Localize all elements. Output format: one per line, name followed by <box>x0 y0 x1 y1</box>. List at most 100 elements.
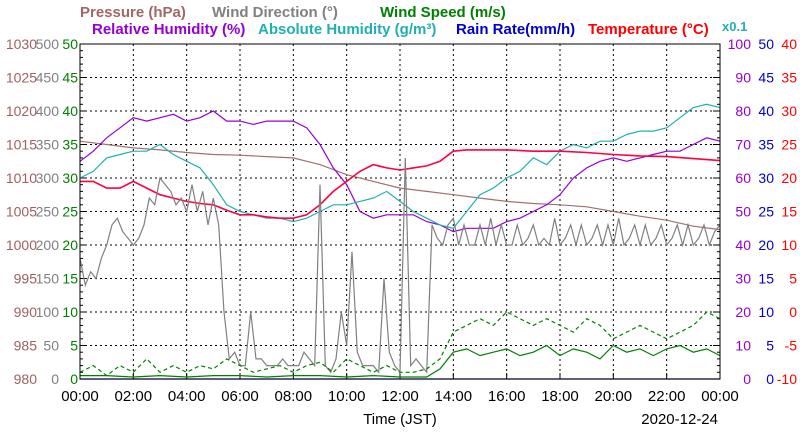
y-tick-label-relative-humidity: 20 <box>735 304 751 320</box>
y-tick-label-rain-rate: 25 <box>758 204 774 220</box>
y-tick-label-rain-rate: 10 <box>758 304 774 320</box>
y-tick-label-rain-rate: 45 <box>758 70 774 86</box>
x-axis-label: Time (JST) <box>363 411 437 428</box>
legend-scale-note: x0.1 <box>722 19 747 34</box>
legend-temperature: Temperature (°C) <box>588 21 709 38</box>
y-tick-label-wind-speed: 35 <box>62 137 78 153</box>
y-tick-label-wind-speed: 50 <box>62 36 78 52</box>
series-line-temperature <box>80 149 721 219</box>
y-tick-label-pressure: 1015 <box>6 137 37 153</box>
y-tick-label-pressure: 1025 <box>6 70 37 86</box>
y-tick-label-temperature: 30 <box>781 103 797 119</box>
axes: 00:00 02:00 04:00 06:00 08:00 10:00 12:00 14:00… <box>6 36 797 405</box>
y-tick-label-relative-humidity: 60 <box>735 170 751 186</box>
x-tick-label: 22:00 <box>648 388 686 405</box>
x-tick-label: 02:00 <box>115 388 153 405</box>
legend-rain-rate: Rain Rate(mm/h) <box>456 21 575 38</box>
y-tick-label-rain-rate: 5 <box>766 338 774 354</box>
legend-wind-direction: Wind Direction (°) <box>212 4 338 21</box>
y-tick-label-temperature: 15 <box>781 204 797 220</box>
x-tick-label: 08:00 <box>275 388 313 405</box>
y-tick-label-pressure: 1005 <box>6 204 37 220</box>
y-tick-label-wind-direction: 300 <box>36 170 60 186</box>
y-tick-label-temperature: -5 <box>785 338 798 354</box>
y-tick-label-wind-direction: 0 <box>51 371 59 387</box>
plot-frame <box>79 43 721 380</box>
y-tick-label-temperature: 0 <box>789 304 797 320</box>
y-tick-label-temperature: 35 <box>781 70 797 86</box>
x-tick-label: 18:00 <box>541 388 579 405</box>
y-tick-label-pressure: 985 <box>14 338 38 354</box>
y-tick-label-relative-humidity: 90 <box>735 70 751 86</box>
series-line-relative-humidity <box>79 110 721 233</box>
y-tick-label-relative-humidity: 0 <box>743 371 751 387</box>
series-line-pressure <box>79 140 721 231</box>
y-tick-label-relative-humidity: 100 <box>728 36 752 52</box>
y-tick-label-pressure: 1030 <box>6 36 37 52</box>
grid <box>80 44 720 379</box>
y-tick-label-wind-speed: 25 <box>62 204 78 220</box>
y-tick-label-pressure: 990 <box>14 304 38 320</box>
y-tick-label-wind-speed: 15 <box>62 271 78 287</box>
x-tick-label: 20:00 <box>595 388 633 405</box>
y-tick-label-relative-humidity: 40 <box>735 237 751 253</box>
y-tick-label-wind-direction: 500 <box>36 36 60 52</box>
y-tick-label-wind-speed: 20 <box>62 237 78 253</box>
y-tick-label-wind-direction: 450 <box>36 70 60 86</box>
series-line-absolute-humidity <box>79 103 721 229</box>
x-tick-label: 06:00 <box>221 388 259 405</box>
legend-relative-humidity: Relative Humidity (%) <box>92 21 245 38</box>
y-tick-label-rain-rate: 15 <box>758 271 774 287</box>
y-tick-label-wind-direction: 400 <box>36 103 60 119</box>
y-tick-label-wind-speed: 45 <box>62 70 78 86</box>
y-tick-label-wind-direction: 150 <box>36 271 60 287</box>
y-tick-label-pressure: 995 <box>14 271 38 287</box>
y-tick-label-pressure: 1000 <box>6 237 37 253</box>
x-tick-label: 00:00 <box>701 388 739 405</box>
y-tick-label-wind-speed: 30 <box>62 170 78 186</box>
legend-wind-speed: Wind Speed (m/s) <box>380 4 506 21</box>
y-tick-label-relative-humidity: 80 <box>735 103 751 119</box>
y-tick-label-pressure: 1010 <box>6 170 37 186</box>
y-tick-label-temperature: 20 <box>781 170 797 186</box>
x-tick-label: 00:00 <box>61 388 99 405</box>
legend-absolute-humidity: Absolute Humidity (g/m³) <box>258 21 436 38</box>
y-tick-label-wind-direction: 350 <box>36 137 60 153</box>
y-tick-label-rain-rate: 0 <box>766 371 774 387</box>
y-tick-label-temperature: 40 <box>781 36 797 52</box>
y-tick-label-rain-rate: 50 <box>758 36 774 52</box>
y-tick-label-wind-direction: 50 <box>43 338 59 354</box>
y-tick-label-wind-direction: 100 <box>36 304 60 320</box>
x-tick-label: 10:00 <box>328 388 366 405</box>
y-tick-label-relative-humidity: 70 <box>735 137 751 153</box>
y-tick-label-wind-speed: 0 <box>70 371 78 387</box>
series-line-wind-speed <box>80 344 721 378</box>
x-tick-label: 04:00 <box>168 388 206 405</box>
y-tick-label-wind-speed: 5 <box>70 338 78 354</box>
y-tick-label-wind-direction: 200 <box>36 237 60 253</box>
y-tick-label-pressure: 980 <box>14 371 38 387</box>
y-tick-label-wind-speed: 40 <box>62 103 78 119</box>
legend-pressure: Pressure (hPa) <box>80 4 186 21</box>
date-label: 2020-12-24 <box>641 411 718 428</box>
y-tick-label-rain-rate: 20 <box>758 237 774 253</box>
y-tick-label-wind-speed: 10 <box>62 304 78 320</box>
y-tick-label-temperature: 25 <box>781 137 797 153</box>
y-tick-label-temperature: 10 <box>781 237 797 253</box>
x-tick-label: 12:00 <box>381 388 419 405</box>
y-tick-label-rain-rate: 30 <box>758 170 774 186</box>
y-tick-label-rain-rate: 40 <box>758 103 774 119</box>
y-tick-label-relative-humidity: 30 <box>735 271 751 287</box>
series-line-wind-speed-gust <box>79 311 721 377</box>
y-tick-label-temperature: 5 <box>789 271 797 287</box>
x-tick-label: 14:00 <box>435 388 473 405</box>
y-tick-label-pressure: 1020 <box>6 103 37 119</box>
y-tick-label-temperature: -10 <box>777 371 797 387</box>
y-tick-label-relative-humidity: 10 <box>735 338 751 354</box>
y-tick-label-rain-rate: 35 <box>758 137 774 153</box>
legend: Pressure (hPa) Wind Direction (°) Wind S… <box>80 4 747 38</box>
y-tick-label-relative-humidity: 50 <box>735 204 751 220</box>
x-tick-label: 16:00 <box>488 388 526 405</box>
y-tick-label-wind-direction: 250 <box>36 204 60 220</box>
